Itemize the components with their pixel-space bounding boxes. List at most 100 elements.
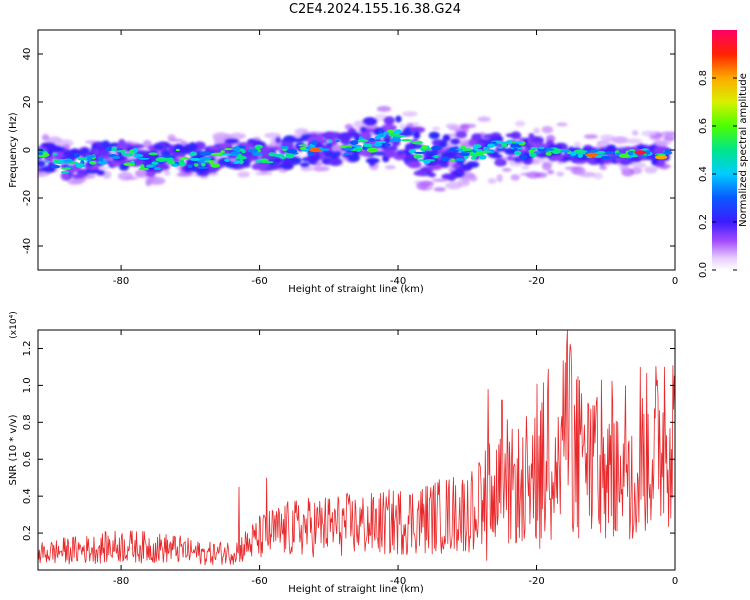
spectrogram-core <box>163 155 173 158</box>
snr-xlabel: Height of straight line (km) <box>288 584 424 595</box>
spectrogram-halo <box>625 138 643 144</box>
spectrogram-body <box>101 140 111 148</box>
spectrogram-halo <box>547 169 555 175</box>
x-tick-label: -20 <box>528 576 544 587</box>
spectrogram-body <box>132 144 145 149</box>
spectrogram-body <box>278 164 294 170</box>
spectrogram-core <box>357 138 369 143</box>
spectrogram-peak <box>308 147 321 153</box>
spectrogram-body <box>447 174 457 182</box>
spectrogram-core <box>335 139 340 143</box>
spectrogram-body <box>328 157 343 167</box>
spectrogram-core <box>62 159 73 163</box>
spectrogram-core <box>421 145 428 149</box>
spectrogram-body <box>118 143 129 150</box>
spectrogram-peak <box>655 155 668 160</box>
spectrogram-core <box>351 144 363 148</box>
spectrogram-halo <box>176 172 193 177</box>
spectrogram-body <box>97 169 105 176</box>
spectrogram-core <box>322 148 330 151</box>
spectrogram-core <box>167 159 176 165</box>
spectrogram-core <box>434 154 439 159</box>
spectrogram-body <box>47 144 64 154</box>
spectrogram-core <box>618 153 630 158</box>
spectrogram-core <box>237 153 243 159</box>
spectrogram-panel: -80 -60 -40 -20 0 40 20 0 -20 -40 Height of strai… <box>8 29 678 295</box>
spectrogram-core <box>230 151 241 155</box>
spectrogram-body <box>549 155 564 161</box>
spectrogram-body <box>395 115 402 123</box>
spectrogram-core <box>44 160 51 163</box>
spectrogram-body <box>409 127 418 133</box>
spectrogram-body <box>306 154 320 163</box>
spectrogram-halo <box>41 134 50 142</box>
spectrogram-core <box>254 144 263 149</box>
y-tick-label: 1.2 <box>22 341 33 357</box>
spectrogram-core <box>187 164 193 169</box>
spectrogram-core <box>596 150 606 155</box>
spectrogram-halo <box>402 111 418 117</box>
spectrogram-core <box>384 143 391 147</box>
spectrogram-halo <box>603 138 615 143</box>
spectrogram-core <box>344 147 354 151</box>
spectrogram-body <box>495 160 505 166</box>
spectrogram-core <box>199 151 212 156</box>
spectrogram-core <box>308 151 314 157</box>
spectrogram-halo <box>556 171 565 177</box>
spectrogram-core <box>180 156 189 160</box>
spectrogram-core <box>123 152 134 157</box>
spectrogram-body <box>538 152 547 159</box>
spectrogram-ylabel: Frequency (Hz) <box>8 112 19 188</box>
spectrogram-body <box>245 155 261 162</box>
spectrogram-body <box>450 138 461 145</box>
spectrogram-core <box>155 157 167 162</box>
spectrogram-core <box>538 146 545 150</box>
spectrogram-core <box>112 156 121 159</box>
spectrogram-halo <box>384 165 396 170</box>
spectrogram-halo <box>496 174 503 183</box>
y-tick-label: 0.6 <box>22 451 33 467</box>
spectrogram-core <box>200 162 206 167</box>
spectrogram-body <box>225 163 240 169</box>
spectrogram-core <box>86 157 93 162</box>
spectrogram-core <box>355 147 362 153</box>
spectrogram-core <box>50 164 61 169</box>
spectrogram-core <box>373 142 383 147</box>
spectrogram-core <box>566 151 572 154</box>
spectrogram-core <box>394 129 402 134</box>
spectrogram-body <box>299 162 310 168</box>
spectrogram-body <box>159 150 171 157</box>
spectrogram-halo <box>578 171 596 178</box>
spectrogram-body <box>413 131 421 140</box>
spectrogram-body <box>71 173 85 179</box>
spectrogram-core <box>59 159 65 165</box>
spectrogram-halo <box>432 178 449 182</box>
colorbar-tick-label: 0.6 <box>698 118 709 134</box>
colorbar: 0.0 0.2 0.4 0.6 0.8 Normalized spectral ampl… <box>698 30 749 278</box>
spectrogram-halo <box>583 134 598 139</box>
spectrogram-halo <box>432 126 441 131</box>
spectrogram-xlabel: Height of straight line (km) <box>288 284 424 295</box>
spectrogram-halo <box>266 134 279 139</box>
spectrogram-body <box>265 146 282 151</box>
spectrogram-core <box>97 160 108 165</box>
spectrogram-core <box>610 156 621 159</box>
spectrogram-halo <box>514 120 526 127</box>
spectrogram-core <box>233 161 241 164</box>
spectrogram-core <box>498 146 504 149</box>
spectrogram-core <box>349 140 359 145</box>
spectrogram-core <box>470 157 476 160</box>
spectrogram-core <box>514 150 522 155</box>
spectrogram-halo <box>67 180 83 185</box>
spectrogram-halo <box>460 124 470 131</box>
snr-panel: -80 -60 -40 -20 0 0.2 0.4 0.6 0.8 1.0 1.2 Height o… <box>8 311 678 595</box>
spectrogram-core <box>209 160 214 165</box>
spectrogram-core <box>375 140 387 144</box>
spectrogram-core <box>175 148 180 152</box>
spectrogram-body <box>462 163 474 170</box>
x-tick-label: 0 <box>672 576 678 587</box>
spectrogram-halo <box>556 122 568 127</box>
spectrogram-core <box>220 150 225 154</box>
spectrogram-core <box>664 149 671 154</box>
